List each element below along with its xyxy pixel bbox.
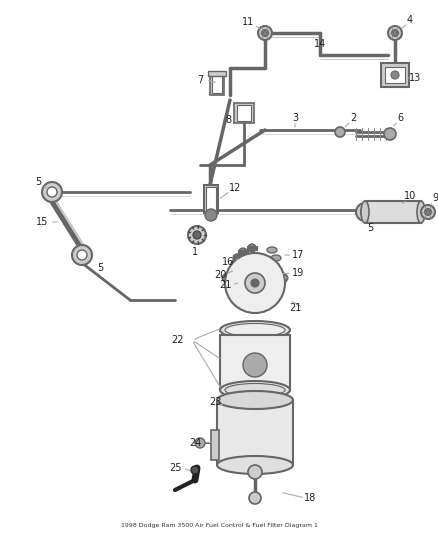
- Circle shape: [243, 353, 267, 377]
- Circle shape: [251, 279, 259, 287]
- Text: 10: 10: [404, 191, 416, 201]
- Text: 21: 21: [289, 303, 301, 313]
- Ellipse shape: [225, 324, 285, 336]
- Ellipse shape: [217, 456, 293, 474]
- Text: 1: 1: [192, 247, 198, 257]
- Circle shape: [195, 438, 205, 448]
- Bar: [217, 400, 293, 465]
- Text: 8: 8: [225, 115, 231, 125]
- Ellipse shape: [269, 273, 275, 275]
- Text: 3: 3: [292, 113, 298, 123]
- Bar: [206, 187, 216, 211]
- Circle shape: [335, 127, 345, 137]
- Text: 1998 Dodge Ram 3500 Air Fuel Control & Fuel Filter Diagram 1: 1998 Dodge Ram 3500 Air Fuel Control & F…: [120, 523, 318, 528]
- Bar: [365, 201, 421, 223]
- Circle shape: [77, 250, 87, 260]
- Text: 25: 25: [169, 463, 181, 473]
- Circle shape: [248, 244, 256, 252]
- Text: 19: 19: [292, 268, 304, 278]
- Circle shape: [261, 29, 268, 36]
- Ellipse shape: [361, 201, 369, 223]
- Circle shape: [249, 492, 261, 504]
- Ellipse shape: [266, 271, 278, 277]
- Circle shape: [193, 231, 201, 239]
- Circle shape: [391, 71, 399, 79]
- Text: 4: 4: [407, 15, 413, 25]
- Bar: [208, 71, 226, 76]
- Ellipse shape: [271, 255, 281, 261]
- Circle shape: [231, 259, 243, 271]
- Text: 5: 5: [97, 263, 103, 273]
- Circle shape: [248, 465, 262, 479]
- Circle shape: [191, 466, 199, 474]
- Bar: [385, 67, 405, 83]
- Circle shape: [72, 245, 92, 265]
- Ellipse shape: [417, 201, 425, 223]
- Bar: [220, 335, 290, 390]
- Text: 9: 9: [432, 193, 438, 203]
- Circle shape: [233, 254, 241, 262]
- Circle shape: [392, 29, 399, 36]
- Circle shape: [421, 205, 435, 219]
- Bar: [212, 75, 222, 93]
- Ellipse shape: [220, 381, 290, 399]
- Ellipse shape: [220, 321, 290, 339]
- Text: 23: 23: [209, 397, 221, 407]
- Circle shape: [258, 26, 272, 40]
- Text: 5: 5: [35, 177, 41, 187]
- Text: 17: 17: [292, 250, 304, 260]
- Text: 14: 14: [314, 39, 326, 49]
- Circle shape: [360, 207, 370, 216]
- Bar: [211, 430, 219, 460]
- Text: 20: 20: [214, 270, 226, 280]
- Text: 7: 7: [197, 75, 203, 85]
- Circle shape: [245, 273, 265, 293]
- Ellipse shape: [225, 384, 285, 397]
- Ellipse shape: [217, 391, 293, 409]
- Text: 22: 22: [172, 335, 184, 345]
- Ellipse shape: [267, 263, 277, 269]
- Ellipse shape: [223, 268, 287, 288]
- Text: 13: 13: [409, 73, 421, 83]
- Circle shape: [356, 203, 374, 221]
- Bar: [381, 63, 409, 87]
- Text: 15: 15: [36, 217, 48, 227]
- Circle shape: [239, 248, 247, 256]
- Bar: [210, 73, 224, 95]
- Bar: [238, 250, 248, 254]
- Circle shape: [188, 226, 206, 244]
- Ellipse shape: [227, 271, 283, 285]
- Ellipse shape: [267, 247, 277, 253]
- Text: 6: 6: [397, 113, 403, 123]
- Bar: [247, 246, 257, 250]
- Bar: [234, 103, 254, 123]
- Text: 12: 12: [229, 183, 241, 193]
- Circle shape: [47, 187, 57, 197]
- Bar: [237, 105, 251, 121]
- Text: 11: 11: [242, 17, 254, 27]
- Circle shape: [388, 26, 402, 40]
- Circle shape: [424, 208, 431, 215]
- Circle shape: [42, 182, 62, 202]
- Text: 21: 21: [219, 280, 231, 290]
- Text: 16: 16: [222, 257, 234, 267]
- Text: 24: 24: [189, 438, 201, 448]
- Bar: [204, 185, 218, 213]
- Text: 2: 2: [350, 113, 356, 123]
- Circle shape: [225, 253, 285, 313]
- Text: 18: 18: [304, 493, 316, 503]
- Text: 5: 5: [367, 223, 373, 233]
- Circle shape: [384, 128, 396, 140]
- Circle shape: [205, 209, 217, 221]
